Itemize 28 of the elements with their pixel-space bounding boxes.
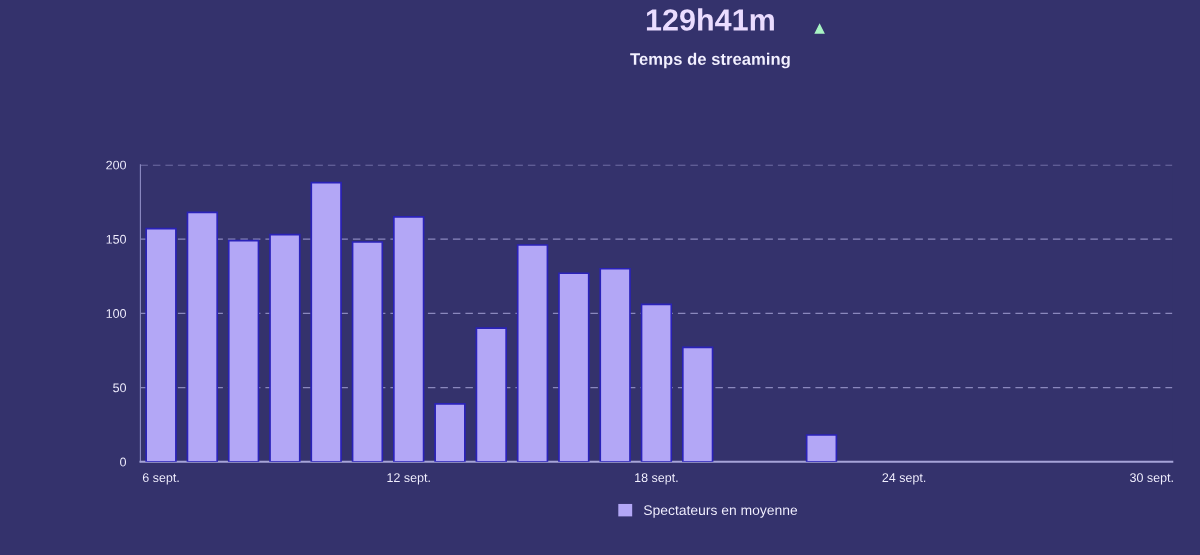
- x-tick-label: 18 sept.: [635, 473, 678, 485]
- bar: [681, 346, 714, 462]
- bar: [310, 181, 342, 462]
- chart-subtitle: Temps de streaming: [630, 52, 790, 69]
- chart-title: 129h41m: [646, 8, 774, 31]
- y-tick-label: 0: [120, 457, 127, 467]
- bar: [145, 227, 177, 462]
- x-tick-label: 30 sept.: [1130, 473, 1173, 485]
- bar: [434, 403, 466, 462]
- bar: [805, 434, 838, 462]
- bar: [516, 244, 549, 462]
- bar: [599, 267, 631, 462]
- bar: [475, 327, 507, 462]
- y-tick-label: 200: [106, 160, 127, 170]
- bar: [640, 303, 673, 462]
- y-tick-label: 50: [113, 383, 127, 393]
- bar: [186, 211, 219, 462]
- bar: [227, 239, 260, 462]
- x-tick-label: 12 sept.: [387, 473, 430, 485]
- y-tick-label: 150: [106, 234, 127, 244]
- legend-label: Spectateurs en moyenne: [643, 505, 798, 518]
- bar: [351, 241, 384, 462]
- x-tick-label: 6 sept.: [142, 473, 179, 485]
- bar: [269, 233, 301, 462]
- bar: [393, 215, 425, 462]
- x-tick-label: 24 sept.: [882, 473, 926, 485]
- y-tick-label: 100: [106, 309, 127, 318]
- bar: [558, 272, 590, 462]
